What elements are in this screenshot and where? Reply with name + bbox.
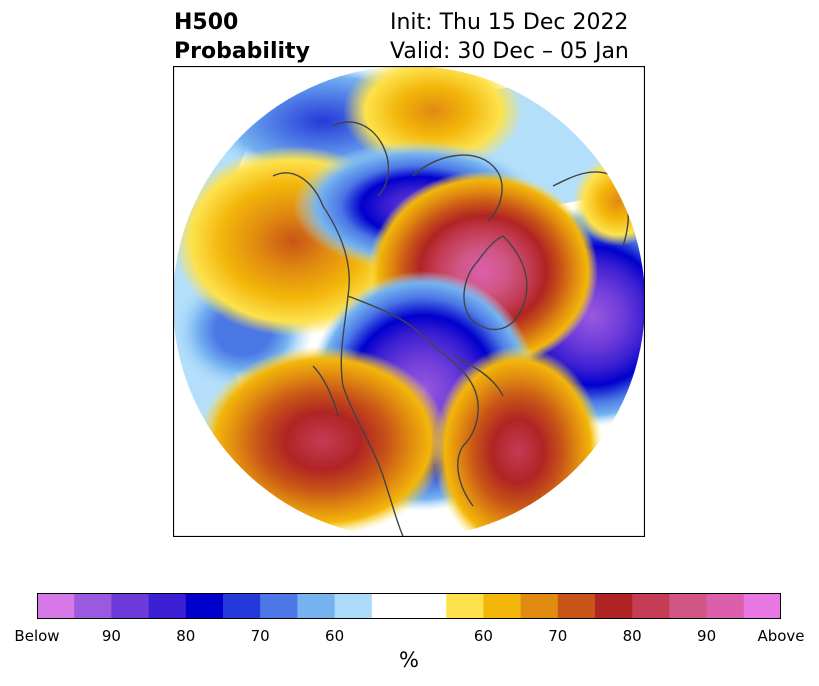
colorbar-tick-label: 70 — [548, 627, 568, 645]
colorbar-tick-label: 70 — [250, 627, 270, 645]
colorbar-segment — [297, 593, 336, 619]
colorbar-segment — [223, 593, 261, 619]
colorbar-tick-label: 90 — [697, 627, 717, 645]
colorbar-segment — [483, 593, 522, 619]
colorbar-segment — [111, 593, 150, 619]
colorbar-tick-label: Above — [757, 627, 805, 645]
title-quantity: Probability — [174, 39, 310, 64]
map-border — [173, 66, 645, 537]
colorbar-segment — [409, 593, 447, 619]
colorbar-segment — [557, 593, 596, 619]
colorbar-segment — [185, 593, 224, 619]
colorbar-segment — [260, 593, 298, 619]
probability-map — [173, 66, 645, 537]
map-title: H500 Probability — [174, 8, 310, 66]
colorbar-tick-label: Below — [14, 627, 60, 645]
init-date: Init: Thu 15 Dec 2022 — [390, 10, 629, 35]
colorbar-segment — [520, 593, 559, 619]
colorbar-segment — [632, 593, 670, 619]
colorbar-segment — [595, 593, 633, 619]
map-dates: Init: Thu 15 Dec 2022 Valid: 30 Dec – 05… — [390, 8, 629, 66]
valid-range: Valid: 30 Dec – 05 Jan — [390, 39, 629, 64]
colorbar-unit-label: % — [399, 648, 419, 672]
colorbar-segment — [334, 593, 373, 619]
colorbar-tick-label: 90 — [101, 627, 121, 645]
colorbar-tick-label: 80 — [176, 627, 196, 645]
title-variable: H500 — [174, 10, 239, 35]
colorbar-segment — [74, 593, 112, 619]
colorbar-segment — [446, 593, 484, 619]
colorbar-segment — [371, 593, 410, 619]
colorbar-segment — [743, 593, 781, 619]
colorbar-segment — [37, 593, 75, 619]
colorbar-segment — [706, 593, 745, 619]
colorbar-segment — [669, 593, 708, 619]
colorbar-segment — [148, 593, 187, 619]
colorbar-tick-label: 80 — [622, 627, 642, 645]
colorbar — [37, 593, 781, 619]
colorbar-tick-label: 60 — [325, 627, 345, 645]
probability-field — [173, 66, 645, 537]
colorbar-tick-label: 60 — [473, 627, 493, 645]
